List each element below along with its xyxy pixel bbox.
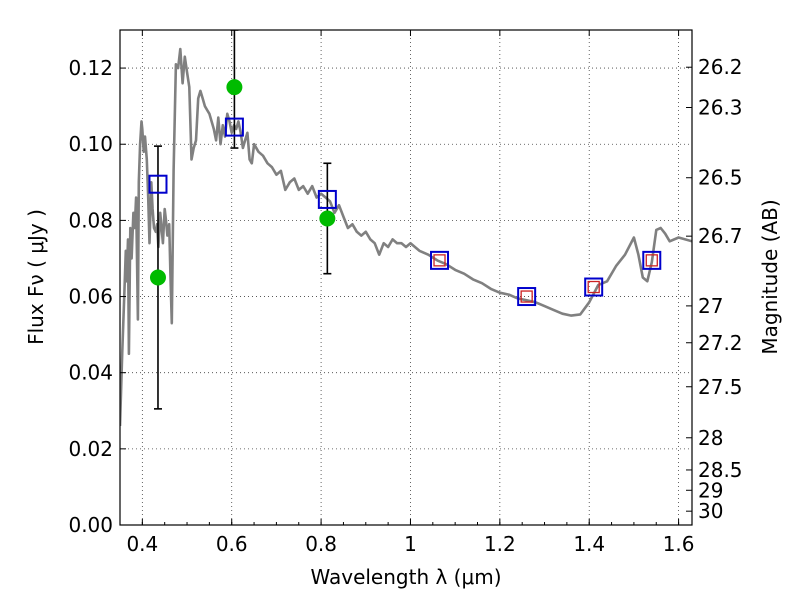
x-tick-label: 1.2	[484, 532, 516, 556]
observed-point	[319, 210, 336, 227]
y-tick-label: 0.06	[68, 285, 113, 309]
magnitude-axis-label: Magnitude (AB)	[758, 199, 782, 354]
y-tick-label: 0.00	[68, 513, 113, 537]
y-tick-label: 0.04	[68, 361, 113, 385]
magnitude-tick-label: 30	[698, 499, 723, 523]
magnitude-tick-label: 26.3	[698, 95, 743, 119]
x-tick-label: 0.8	[305, 532, 337, 556]
y-tick-label: 0.12	[68, 56, 113, 80]
model-square-blue	[430, 250, 450, 270]
x-tick-label: 1.4	[573, 532, 605, 556]
y-tick-label: 0.10	[68, 132, 113, 156]
model-square-blue	[517, 287, 537, 307]
model-square-red	[433, 254, 446, 267]
magnitude-tick-label: 28	[698, 426, 723, 450]
model-square-red	[520, 290, 533, 303]
plot-frame	[119, 29, 693, 526]
magnitude-tick-label: 27	[698, 294, 723, 318]
magnitude-tick-label: 27.5	[698, 375, 743, 399]
model-square-blue	[224, 117, 244, 137]
model-square-blue	[584, 277, 604, 297]
sed-line	[120, 47, 692, 427]
magnitude-tick-label: 26.7	[698, 224, 743, 248]
magnitude-tick-label: 26.5	[698, 166, 743, 190]
model-square-blue	[642, 250, 662, 270]
x-tick-label: 0.4	[126, 532, 158, 556]
y-axis-label: Flux Fν ( μJy )	[24, 209, 48, 345]
model-square-red	[645, 254, 658, 267]
x-tick-label: 1.6	[663, 532, 695, 556]
plot-area	[120, 30, 692, 427]
y-tick-label: 0.02	[68, 437, 113, 461]
magnitude-tick-label: 26.2	[698, 55, 743, 79]
x-axis-label: Wavelength λ (μm)	[310, 565, 501, 589]
model-square-blue	[148, 174, 168, 194]
x-tick-label: 0.6	[216, 532, 248, 556]
magnitude-tick-label: 29	[698, 478, 723, 502]
x-tick-label: 1	[404, 532, 417, 556]
model-square-red	[587, 280, 600, 294]
observed-point	[149, 269, 166, 286]
grid-lines	[120, 30, 692, 525]
magnitude-tick-label: 27.2	[698, 331, 743, 355]
y-tick-label: 0.08	[68, 208, 113, 232]
model-square-blue	[317, 189, 337, 209]
magnitude-tick-label: 28.5	[698, 458, 743, 482]
axes: 0.4 0.6 0.8 1 1.2 1.4 1.6 0.00 0.02 0.04 0.06 0.08 0…	[68, 30, 743, 556]
observed-point	[226, 79, 243, 96]
